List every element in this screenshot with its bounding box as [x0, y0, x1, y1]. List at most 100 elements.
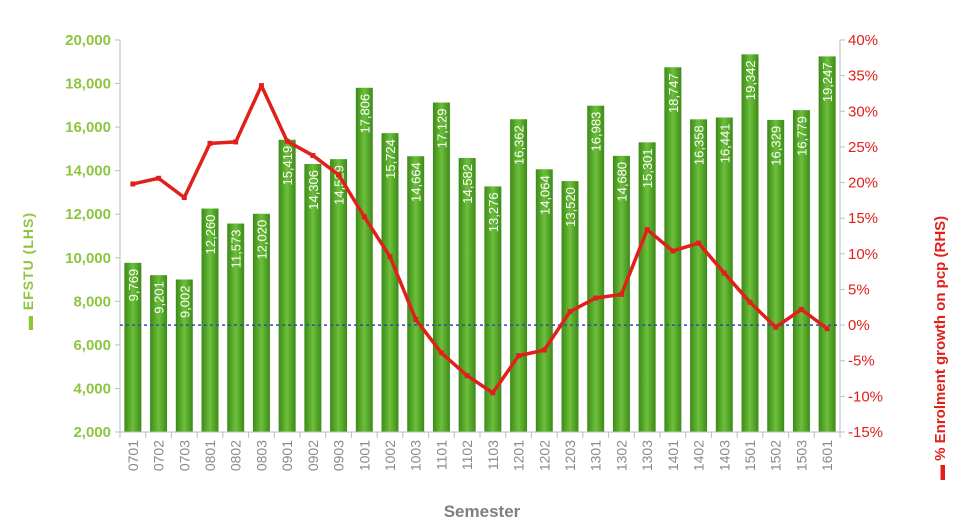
- growth-point: [387, 254, 393, 260]
- x-tick-label: 1303: [639, 440, 655, 471]
- bar: [330, 159, 348, 432]
- growth-point: [438, 350, 444, 356]
- bar: [355, 87, 373, 432]
- bar-value-label: 9,201: [152, 281, 167, 314]
- bar: [201, 208, 219, 432]
- bar-value-label: 14,664: [409, 162, 424, 202]
- x-tick-label: 1203: [562, 440, 578, 471]
- x-tick-label: 1503: [793, 440, 809, 471]
- bar: [432, 102, 450, 433]
- bar-value-label: 13,520: [563, 187, 578, 227]
- x-tick-label: 1101: [433, 440, 449, 470]
- bar-value-label: 19,247: [820, 62, 835, 102]
- bar-series: [124, 54, 836, 433]
- growth-point: [824, 326, 830, 332]
- bar-value-label: 15,724: [383, 139, 398, 179]
- x-tick-label: 1502: [768, 440, 784, 471]
- bar: [227, 223, 245, 432]
- growth-point: [284, 138, 290, 144]
- bar: [458, 157, 476, 432]
- x-tick-label: 1301: [588, 440, 604, 471]
- bar: [407, 156, 425, 432]
- y-axis-title-right: ▬ % Enrolment growth on pcp (RHS): [932, 216, 949, 480]
- bar: [690, 119, 708, 432]
- x-tick-label: 0701: [125, 440, 141, 471]
- growth-point: [413, 316, 419, 322]
- y-tick-label-right: 10%: [848, 246, 878, 263]
- y-tick-label-right: -5%: [848, 353, 875, 370]
- growth-point: [747, 299, 753, 305]
- growth-point: [696, 240, 702, 246]
- bar-value-label: 9,769: [126, 269, 141, 302]
- y-tick-label-right: 15%: [848, 210, 878, 227]
- bar: [767, 119, 785, 432]
- y-tick-label-right: 30%: [848, 103, 878, 120]
- bar: [124, 262, 142, 432]
- growth-point: [721, 270, 727, 276]
- bar-value-label: 14,582: [460, 164, 475, 204]
- growth-line: [131, 83, 829, 395]
- y-tick-label-right: -10%: [848, 388, 883, 405]
- x-tick-label: 1403: [716, 440, 732, 471]
- y-tick-label-left: 4,000: [73, 380, 111, 397]
- x-tick-label: 1402: [691, 440, 707, 471]
- y-tick-label-right: 20%: [848, 175, 878, 192]
- x-tick-label: 0703: [176, 440, 192, 471]
- x-tick-label: 0801: [202, 440, 218, 471]
- growth-point: [567, 309, 573, 315]
- bar: [741, 54, 759, 433]
- growth-point: [336, 172, 342, 178]
- bar: [150, 275, 168, 432]
- x-tick-label: 1401: [665, 440, 681, 471]
- growth-point: [541, 347, 547, 353]
- x-tick-label: 0903: [331, 440, 347, 471]
- bar: [510, 119, 528, 433]
- bar: [638, 142, 656, 432]
- x-tick-label: 1003: [408, 440, 424, 471]
- growth-point: [516, 353, 522, 359]
- axes: 2,000 4,000 6,000 8,000 10,000 12,000 14,000 16…: [65, 32, 883, 471]
- x-tick-label: 1201: [511, 440, 527, 471]
- bar-value-label: 14,306: [306, 170, 321, 210]
- x-tick-label: 1601: [819, 440, 835, 471]
- x-tick-label: 0902: [305, 440, 321, 471]
- growth-point: [490, 390, 496, 396]
- growth-line-series: [130, 83, 830, 396]
- y-tick-label-right: 40%: [848, 32, 878, 49]
- bar: [587, 105, 605, 432]
- growth-point: [464, 373, 470, 379]
- growth-point: [773, 324, 779, 330]
- y-tick-label-left: 6,000: [73, 337, 111, 354]
- y-tick-label-right: 0%: [848, 317, 870, 334]
- y-tick-label-left: 2,000: [73, 424, 111, 441]
- y-tick-label-right: 5%: [848, 281, 870, 298]
- bar: [561, 181, 579, 432]
- x-tick-label: 0802: [228, 440, 244, 471]
- x-tick-label: 0901: [279, 440, 295, 471]
- bar: [278, 139, 296, 433]
- bar-value-label: 14,529: [332, 165, 347, 205]
- growth-point: [618, 291, 624, 297]
- x-tick-label: 1102: [459, 440, 475, 470]
- bar: [175, 279, 193, 432]
- x-tick-label: 1501: [742, 440, 758, 471]
- bar-value-label: 18,747: [666, 73, 681, 113]
- bar: [381, 133, 399, 433]
- bar-value-label: 16,983: [589, 112, 604, 152]
- x-tick-label: 1202: [536, 440, 552, 471]
- bar: [792, 110, 810, 432]
- x-tick-label: 0803: [253, 440, 269, 471]
- growth-point: [361, 214, 367, 220]
- y-tick-label-right: 35%: [848, 68, 878, 85]
- bar: [535, 169, 553, 432]
- growth-point: [181, 195, 187, 201]
- bar-value-label: 15,301: [640, 148, 655, 188]
- y-tick-label-left: 10,000: [65, 250, 111, 267]
- x-tick-label: 1103: [485, 440, 501, 470]
- bar-value-label: 19,342: [743, 60, 758, 100]
- x-tick-label: 1001: [356, 440, 372, 471]
- bar-value-label: 12,020: [254, 220, 269, 260]
- y-tick-label-left: 16,000: [65, 119, 111, 136]
- x-tick-label: 0702: [151, 440, 167, 471]
